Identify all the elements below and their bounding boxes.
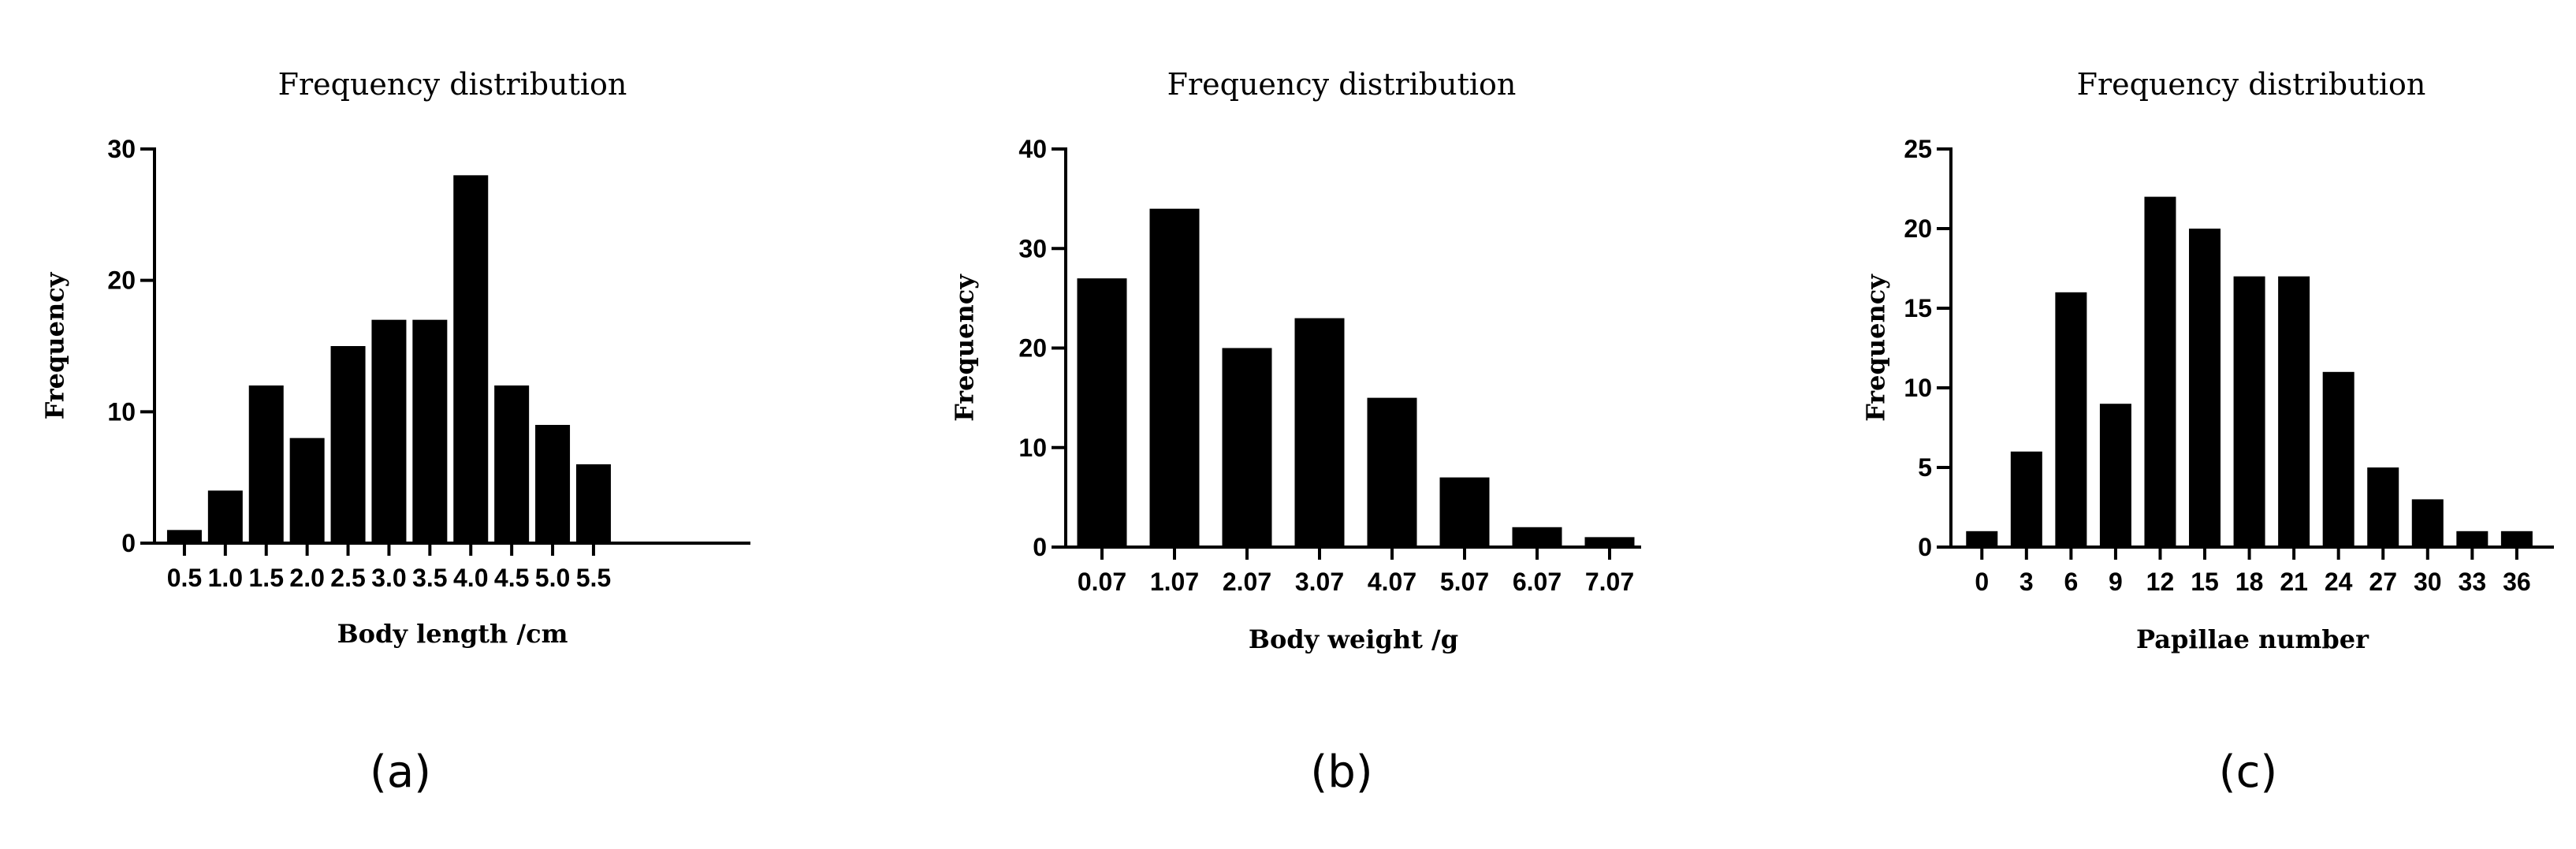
x-tick-label: 1.07: [1150, 568, 1199, 596]
bar-21: [2278, 276, 2310, 547]
bar-0.5: [166, 530, 202, 543]
x-tick-label: 15: [2191, 568, 2219, 596]
y-tick-label: 0: [1918, 533, 1932, 561]
y-axis-label: Frequency: [950, 274, 980, 422]
x-tick-label: 21: [2280, 568, 2308, 596]
x-tick-label: 3.0: [371, 564, 406, 592]
y-tick-label: 20: [107, 266, 136, 295]
y-axis-label: Frequency: [40, 271, 70, 419]
x-tick-label: 2.5: [330, 564, 365, 592]
y-tick-label: 20: [1018, 334, 1047, 363]
bar-2.0: [289, 438, 325, 543]
bar-6.07: [1512, 527, 1562, 547]
x-tick-label: 27: [2369, 568, 2397, 596]
bar-12: [2144, 196, 2176, 547]
y-tick-label: 25: [1904, 135, 1932, 163]
bar-5.0: [535, 425, 571, 543]
chart-panel-c: Frequency distribution Frequency 0 5 10 15 20 2…: [1861, 67, 2554, 798]
bar-30: [2411, 499, 2444, 547]
y-tick-label: 30: [1018, 234, 1047, 263]
x-tick-label: 36: [2503, 568, 2531, 596]
bar-15: [2189, 229, 2221, 547]
y-tick-label: 15: [1904, 294, 1932, 322]
x-axis-label: Body length /cm: [337, 619, 568, 649]
x-tick-label: 1.5: [249, 564, 284, 592]
bar-5.07: [1439, 477, 1490, 547]
bar-4.5: [494, 385, 530, 543]
x-tick-label: 3.07: [1295, 568, 1344, 596]
x-axis-label: Papillae number: [2136, 624, 2369, 654]
bar-3.5: [412, 319, 448, 543]
bar-1.5: [248, 385, 284, 543]
y-tick-label: 0: [121, 529, 136, 557]
x-tick-label: 3.5: [412, 564, 447, 592]
y-tick-label: 5: [1918, 453, 1932, 482]
x-tick-label: 24: [2325, 568, 2353, 596]
x-axis-label: Body weight /g: [1249, 624, 1458, 654]
bar-18: [2233, 276, 2265, 547]
chart-panel-b: Frequency distribution Frequency 0 10 20 30 40…: [950, 67, 1641, 798]
x-tick-label: 5.5: [576, 564, 611, 592]
bar-7.07: [1584, 537, 1635, 547]
x-tick-label: 6: [2064, 568, 2078, 596]
x-tick-label: 4.0: [453, 564, 488, 592]
bar-0.07: [1077, 278, 1127, 547]
x-tick-label: 12: [2146, 568, 2175, 596]
bar-4.07: [1367, 397, 1417, 547]
bar-1.0: [207, 490, 243, 543]
y-tick-label: 40: [1018, 135, 1047, 163]
bar-0: [1966, 531, 1998, 547]
x-tick-label: 2.0: [289, 564, 324, 592]
x-tick-label: 4.5: [494, 564, 529, 592]
chart-panel-a: Frequency distribution Frequency 0 10 20 30 0.…: [40, 67, 750, 798]
y-tick-label: 10: [1018, 434, 1047, 462]
x-tick-label: 6.07: [1513, 568, 1562, 596]
y-tick-label: 10: [1904, 374, 1932, 402]
panel-label: (b): [1310, 747, 1372, 798]
bar-4.0: [453, 175, 489, 544]
bar-3: [2010, 451, 2042, 547]
x-tick-label: 33: [2459, 568, 2487, 596]
bar-2.5: [330, 346, 366, 543]
bar-3.07: [1294, 318, 1345, 547]
y-tick-label: 10: [107, 397, 136, 426]
x-tick-label: 1.0: [208, 564, 243, 592]
panel-label: (a): [370, 747, 431, 798]
bar-24: [2322, 371, 2355, 547]
x-tick-label: 7.07: [1585, 568, 1634, 596]
bar-6: [2055, 292, 2087, 547]
bar-2.07: [1222, 348, 1272, 547]
x-tick-label: 5.0: [535, 564, 570, 592]
x-tick-label: 3: [2019, 568, 2034, 596]
x-tick-label: 0.07: [1078, 568, 1126, 596]
bar-33: [2456, 531, 2489, 547]
y-tick-label: 0: [1033, 533, 1047, 561]
x-tick-label: 9: [2109, 568, 2123, 596]
chart-title: Frequency distribution: [278, 67, 627, 102]
x-tick-label: 5.07: [1440, 568, 1489, 596]
bar-1.07: [1149, 208, 1200, 547]
panel-label: (c): [2219, 747, 2277, 798]
x-tick-label: 0: [1975, 568, 1989, 596]
x-tick-label: 30: [2414, 568, 2442, 596]
y-axis-label: Frequency: [1861, 274, 1891, 422]
bar-9: [2099, 404, 2131, 547]
bar-5.5: [575, 464, 611, 543]
y-tick-label: 20: [1904, 214, 1932, 243]
x-tick-label: 0.5: [167, 564, 202, 592]
y-tick-label: 30: [107, 135, 136, 163]
x-tick-label: 2.07: [1223, 568, 1271, 596]
bar-36: [2500, 531, 2533, 547]
x-tick-label: 18: [2235, 568, 2264, 596]
chart-title: Frequency distribution: [2077, 67, 2426, 102]
chart-title: Frequency distribution: [1167, 67, 1517, 102]
x-tick-label: 4.07: [1368, 568, 1416, 596]
bar-3.0: [371, 319, 407, 543]
bar-27: [2367, 467, 2399, 547]
